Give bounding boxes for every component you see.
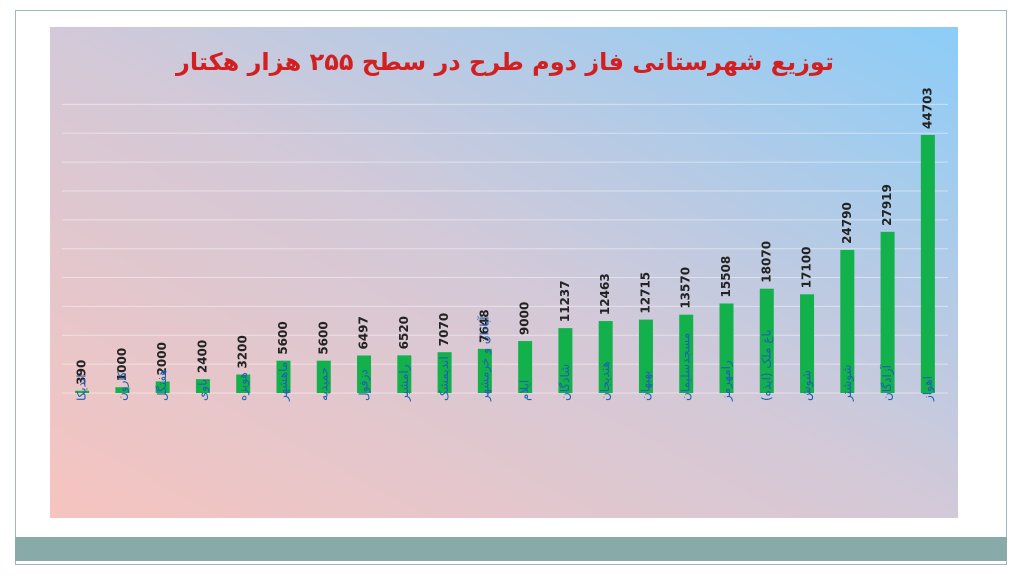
x-tick-label: ایلام bbox=[518, 380, 532, 401]
chart-area bbox=[50, 27, 958, 518]
value-label: 5600 bbox=[276, 321, 290, 354]
value-label: 5600 bbox=[316, 321, 330, 354]
bar bbox=[880, 231, 895, 393]
bar bbox=[155, 381, 170, 393]
x-tick-label: اهواز bbox=[920, 376, 935, 402]
bar bbox=[759, 288, 774, 393]
value-label: 12715 bbox=[638, 272, 652, 314]
bar bbox=[276, 360, 291, 393]
x-tick-label: دزفول bbox=[357, 369, 372, 401]
bar bbox=[598, 321, 613, 393]
x-tick-label: بهبهان bbox=[638, 371, 652, 402]
value-label: 13570 bbox=[679, 267, 693, 309]
x-tick-label: هویزه bbox=[236, 372, 251, 401]
bar bbox=[638, 319, 653, 393]
bar bbox=[840, 249, 855, 393]
bar bbox=[115, 387, 130, 393]
value-label: 17100 bbox=[800, 247, 814, 289]
bar bbox=[800, 294, 815, 393]
bar bbox=[75, 390, 90, 393]
bar bbox=[719, 303, 734, 393]
x-tick-label: مسجدسلیمان bbox=[679, 333, 693, 401]
x-tick-label: شوشتر bbox=[840, 364, 855, 402]
value-label: 2400 bbox=[195, 340, 209, 373]
x-tick-label: رامشیر bbox=[397, 364, 412, 402]
x-tick-label: شادگان bbox=[558, 364, 572, 401]
value-label: 27919 bbox=[880, 184, 894, 226]
bar bbox=[437, 352, 452, 393]
bar bbox=[920, 134, 935, 393]
value-label: 9000 bbox=[518, 302, 532, 335]
value-label: 1000 bbox=[115, 348, 129, 381]
value-label: 6520 bbox=[397, 316, 411, 349]
value-label: 18070 bbox=[759, 241, 773, 283]
value-label: 11237 bbox=[558, 280, 572, 322]
x-tick-label: ماهشهر bbox=[276, 362, 291, 402]
bar bbox=[195, 379, 210, 393]
value-label: 7648 bbox=[477, 309, 491, 342]
x-tick-label: رامهرمز bbox=[719, 360, 734, 402]
bar bbox=[357, 355, 372, 393]
value-label: 3200 bbox=[236, 335, 250, 368]
value-label: 12463 bbox=[598, 273, 612, 315]
footer-band bbox=[15, 537, 1007, 561]
bar bbox=[397, 355, 412, 393]
chart-title: توزیع شهرستانی فاز دوم طرح در سطح ۲۵۵ هز… bbox=[175, 48, 834, 76]
value-label: 6497 bbox=[357, 316, 371, 349]
x-tick-label: هفتگل bbox=[155, 369, 169, 401]
x-tick-label: باوی bbox=[195, 379, 210, 401]
value-label: 2000 bbox=[155, 342, 169, 375]
bar bbox=[477, 348, 492, 393]
value-label: 15508 bbox=[719, 256, 733, 298]
value-label: 390 bbox=[75, 360, 89, 385]
x-tick-label: کارون bbox=[115, 371, 130, 401]
x-tick-label: شوش bbox=[800, 370, 815, 401]
bar bbox=[679, 314, 694, 393]
value-label: 24790 bbox=[840, 202, 854, 244]
x-tick-label: باغ ملک (ایذه) bbox=[759, 329, 773, 401]
x-tick-label: حمیدیه bbox=[316, 367, 330, 401]
value-label: 7070 bbox=[437, 313, 451, 346]
bar bbox=[316, 360, 331, 393]
x-tick-label: اندیمشک bbox=[437, 356, 451, 401]
x-tick-label: آبادان و خرمشهر bbox=[476, 316, 492, 402]
x-tick-label: آزادگان bbox=[879, 364, 895, 401]
x-tick-label: اندیکا bbox=[75, 374, 89, 401]
value-label: 44703 bbox=[920, 87, 934, 129]
x-tick-label: هندیجان bbox=[598, 361, 612, 401]
bar bbox=[236, 374, 251, 393]
bar bbox=[518, 341, 533, 393]
bar bbox=[558, 328, 573, 393]
